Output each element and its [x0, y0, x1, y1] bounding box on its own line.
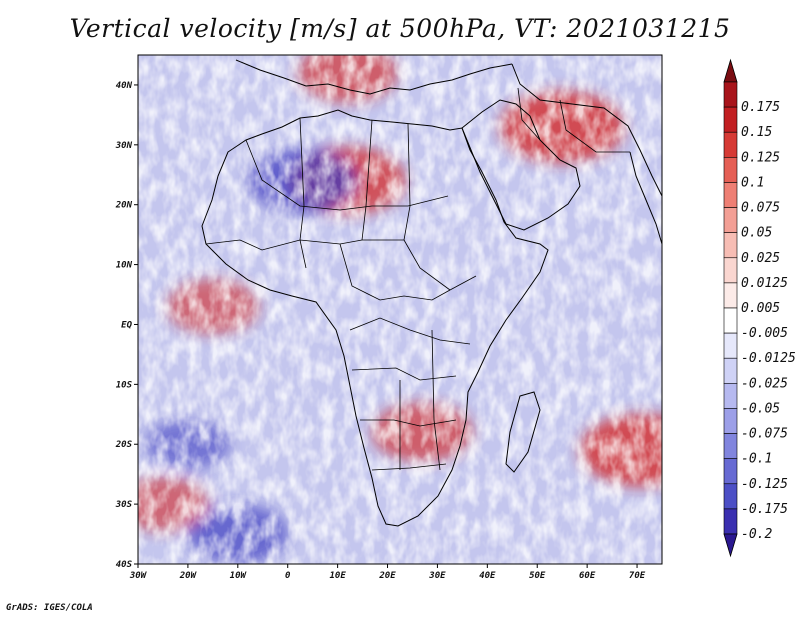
map-axes: 30W 20W 10W 0 10E 20E 30E 40E 50E 60E 70E 40N 30N 20N… [115, 81, 646, 581]
lon-tick-label: 60E [579, 571, 596, 581]
colorbar-bin [723, 207, 738, 233]
asia-coastline [511, 63, 662, 197]
colorbar-bin [723, 282, 738, 309]
lon-tick-label: 70E [629, 571, 646, 581]
colorbar-label: -0.05 [741, 401, 780, 416]
colorbar-bin [723, 483, 738, 510]
colorbar-bin [723, 232, 738, 259]
lat-tick-label: 30S [115, 500, 133, 510]
country-borders [205, 87, 630, 471]
chart-title: Vertical velocity [m/s] at 500hPa, VT: 2… [69, 14, 731, 43]
colorbar-bin [723, 106, 738, 133]
colorbar-bin [723, 257, 738, 284]
europe-coastline [235, 59, 513, 95]
lat-tick-label: 30N [115, 141, 133, 151]
colorbar-label: -0.025 [741, 376, 788, 391]
colorbar: 0.175 0.15 0.125 0.1 0.075 0.05 0.025 0.0125 0.0… [723, 58, 796, 558]
colorbar-bin [723, 182, 738, 208]
colorbar-bin [723, 433, 738, 459]
madagascar-coastline [505, 391, 541, 473]
colorbar-label: -0.175 [741, 502, 788, 517]
lat-tick-label: 40S [116, 560, 133, 570]
colorbar-max-arrow [723, 58, 738, 83]
colorbar-bin [723, 408, 738, 434]
field-texture [138, 55, 662, 564]
lat-tick-label: 40N [116, 81, 133, 91]
colorbar-label: 0.005 [741, 301, 780, 316]
lon-tick-label: 30E [428, 571, 446, 581]
lon-tick-label: 50E [529, 571, 546, 581]
lat-tick-label: 10N [116, 261, 133, 271]
colorbar-label: 0.175 [741, 100, 780, 115]
colorbar-label: 0.025 [741, 251, 780, 266]
vertical-velocity-field [138, 55, 662, 564]
lat-tick-label: 20S [115, 440, 133, 450]
lon-tick-label: 30W [129, 571, 148, 581]
africa-coastline [201, 109, 549, 527]
colorbar-label: -0.2 [741, 527, 772, 542]
colorbar-bin [723, 131, 738, 158]
india-coastline [629, 151, 662, 245]
colorbar-label: 0.1 [741, 175, 764, 190]
colorbar-label: -0.005 [741, 326, 788, 341]
lat-tick-label: 20N [115, 201, 133, 211]
coastlines [201, 59, 662, 527]
grads-credit: GrADS: IGES/COLA [6, 603, 93, 613]
colorbar-min-arrow [723, 533, 738, 558]
colorbar-bin [723, 508, 738, 535]
colorbar-label: 0.05 [741, 226, 772, 241]
colorbar-bin [723, 383, 738, 409]
lon-tick-label: 40E [479, 571, 496, 581]
lat-tick-label: EQ [121, 320, 132, 330]
colorbar-bin [723, 332, 738, 359]
lon-tick-label: 10E [329, 571, 346, 581]
plot-frame [137, 54, 663, 565]
colorbar-bin [723, 81, 738, 108]
colorbar-label: 0.125 [741, 150, 780, 165]
colorbar-label: 0.15 [741, 125, 772, 140]
colorbar-bin [723, 458, 738, 485]
arabia-coastline [461, 99, 581, 231]
colorbar-label: -0.075 [741, 427, 788, 442]
colorbar-label: -0.0125 [741, 351, 796, 366]
colorbar-label: -0.1 [741, 452, 772, 467]
lon-tick-label: 20E [378, 571, 396, 581]
lat-tick-label: 10S [116, 380, 133, 390]
lon-tick-label: 10W [230, 571, 248, 581]
colorbar-bin [723, 157, 738, 183]
lon-tick-label: 20W [179, 571, 198, 581]
colorbar-bin [723, 307, 738, 334]
colorbar-label: 0.0125 [741, 276, 788, 291]
colorbar-label: -0.125 [741, 477, 788, 492]
colorbar-label: 0.075 [741, 201, 780, 216]
lon-tick-label: 0 [285, 571, 291, 581]
colorbar-bin [723, 357, 738, 384]
